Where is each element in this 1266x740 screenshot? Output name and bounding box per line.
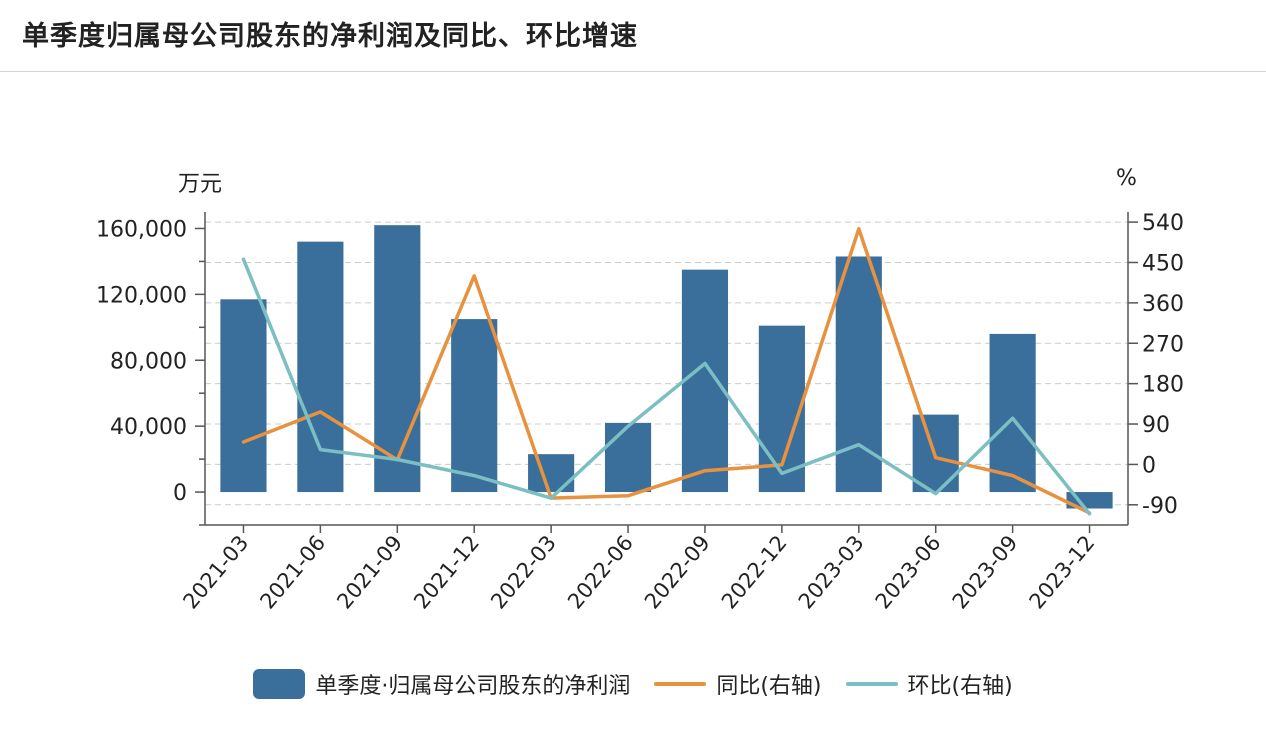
x-axis-tick-label: 2021-09 (332, 531, 407, 614)
legend-label-profit: 单季度·归属母公司股东的净利润 (315, 674, 631, 699)
right-axis-tick-label: 540 (1142, 211, 1184, 236)
page-title: 单季度归属母公司股东的净利润及同比、环比增速 (22, 21, 638, 52)
left-axis-tick-label: 80,000 (110, 349, 187, 374)
x-axis-tick-label: 2023-09 (948, 531, 1023, 614)
x-axis-tick-label: 2022-12 (717, 531, 792, 614)
header: 单季度归属母公司股东的净利润及同比、环比增速 (0, 0, 1266, 72)
chart: 0 40,000 80,000 120,000 160,000 -90 0 90 180 270 3… (96, 211, 1184, 614)
left-axis-tick-label: 120,000 (96, 283, 187, 308)
x-axis-tick-label: 2021-12 (409, 531, 484, 614)
yoy-line (241, 227, 1092, 515)
left-axis-unit: 万元 (178, 172, 223, 197)
legend-item-qoq[interactable]: 环比(右轴) (845, 668, 1013, 700)
legend-item-yoy[interactable]: 同比(右轴) (654, 668, 822, 700)
right-axis-tick-label: 0 (1142, 453, 1156, 478)
left-axis-tick-label: 40,000 (110, 415, 187, 440)
legend-swatch-bar (253, 669, 306, 699)
right-axis-tick-label: 270 (1142, 332, 1184, 357)
right-axis-tick-label: -90 (1142, 494, 1178, 519)
legend-swatch-qoq (845, 682, 898, 686)
bar-2022-09 (681, 269, 729, 493)
bar-2021-09 (374, 225, 421, 493)
x-axis-tick-label: 2023-12 (1025, 531, 1100, 614)
legend-label-qoq: 环比(右轴) (907, 674, 1013, 699)
bar-2023-09 (989, 333, 1036, 493)
bar-2021-03 (220, 299, 267, 493)
x-axis-tick-label: 2022-06 (563, 531, 638, 614)
bar-2023-12 (1066, 492, 1113, 509)
qoq-line (241, 257, 1092, 516)
left-axis-tick-label: 0 (173, 481, 187, 506)
right-axis-tick-label: 450 (1142, 251, 1184, 276)
legend: 单季度·归属母公司股东的净利润 同比(右轴) 环比(右轴) (0, 664, 1266, 704)
right-axis-tick-label: 360 (1142, 292, 1184, 317)
right-axis-unit: % (1116, 166, 1137, 191)
x-axis-tick-label: 2021-03 (178, 531, 253, 614)
x-axis-tick-label: 2023-03 (794, 531, 869, 614)
bar-2022-06 (604, 422, 652, 493)
legend-swatch-yoy (654, 682, 707, 686)
left-axis-tick-label: 160,000 (96, 217, 187, 242)
bar-2022-03 (528, 454, 575, 493)
x-axis-tick-label: 2022-09 (640, 531, 715, 614)
legend-label-yoy: 同比(右轴) (716, 674, 822, 699)
x-axis-tick-label: 2023-06 (871, 531, 946, 614)
bar-2021-06 (297, 241, 344, 493)
right-axis-tick-label: 180 (1142, 373, 1184, 398)
right-axis-tick-label: 90 (1142, 413, 1170, 438)
legend-item-profit[interactable]: 单季度·归属母公司股东的净利润 (253, 668, 630, 700)
bar-2021-12 (451, 319, 498, 493)
x-axis-tick-label: 2021-06 (255, 531, 330, 614)
x-axis-tick-label: 2022-03 (486, 531, 561, 614)
